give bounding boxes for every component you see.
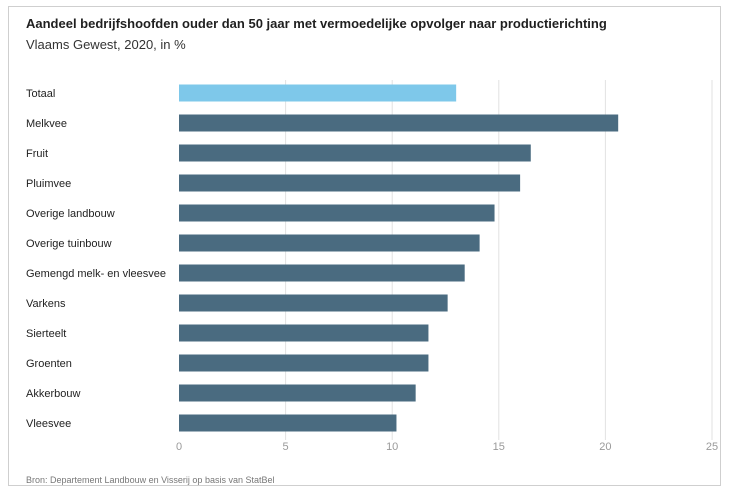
bar <box>179 174 521 192</box>
bar <box>179 294 448 312</box>
bar <box>179 84 457 102</box>
bars <box>179 84 619 432</box>
x-tick-label: 15 <box>493 441 505 453</box>
bar <box>179 264 465 282</box>
category-label: Overige landbouw <box>26 208 115 220</box>
category-label: Pluimvee <box>26 178 71 190</box>
chart-subtitle: Vlaams Gewest, 2020, in % <box>26 37 186 52</box>
category-label: Overige tuinbouw <box>26 238 112 250</box>
x-tick-label: 10 <box>386 441 398 453</box>
category-label: Fruit <box>26 148 48 160</box>
x-axis-ticks: 0 5 10 15 20 25 <box>176 441 718 453</box>
bar <box>179 114 619 132</box>
bar <box>179 324 429 342</box>
x-tick-label: 20 <box>599 441 611 453</box>
x-tick-label: 25 <box>706 441 718 453</box>
bar <box>179 354 429 372</box>
x-tick-label: 0 <box>176 441 182 453</box>
chart-title: Aandeel bedrijfshoofden ouder dan 50 jaa… <box>26 16 607 31</box>
category-label: Gemengd melk- en vleesvee <box>26 268 166 280</box>
category-label: Akkerbouw <box>26 388 80 400</box>
bar <box>179 414 397 432</box>
source-note: Bron: Departement Landbouw en Visserij o… <box>26 475 275 485</box>
bar <box>179 144 531 162</box>
category-label: Sierteelt <box>26 328 66 340</box>
category-label: Groenten <box>26 358 72 370</box>
bar <box>179 384 416 402</box>
category-label: Totaal <box>26 88 55 100</box>
category-label: Vleesvee <box>26 418 71 430</box>
grid-lines <box>285 80 713 440</box>
category-label: Melkvee <box>26 118 67 130</box>
bar <box>179 204 495 222</box>
category-labels: Totaal Melkvee Fruit Pluimvee Overige landbo… <box>26 88 166 430</box>
x-tick-label: 5 <box>283 441 289 453</box>
category-label: Varkens <box>26 298 66 310</box>
bar <box>179 234 480 252</box>
